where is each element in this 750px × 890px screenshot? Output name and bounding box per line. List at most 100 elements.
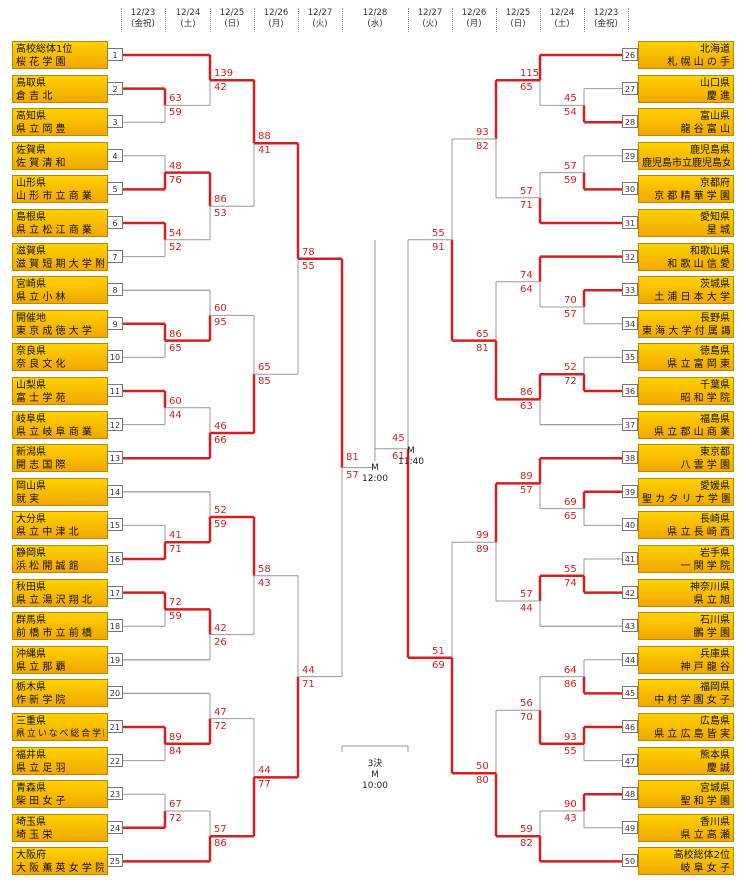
team-50: 高校総体2位岐 阜 女 子 bbox=[638, 847, 734, 876]
seed-number: 1 bbox=[107, 48, 123, 61]
seed-number: 3 bbox=[107, 115, 123, 129]
third-place-time: 10:00 bbox=[362, 781, 388, 791]
team-prefecture: 和歌山県 bbox=[690, 245, 730, 257]
team-school: 聖 カ タ リ ナ 学 園 bbox=[642, 493, 730, 505]
seed-number: 31 bbox=[622, 216, 638, 229]
team-prefecture: 石川県 bbox=[700, 615, 730, 627]
team-school: 県 立 小 林 bbox=[16, 292, 66, 304]
seed-number: 39 bbox=[622, 484, 638, 498]
r4-score: 51 bbox=[432, 645, 445, 657]
seed-number: 18 bbox=[107, 619, 123, 633]
team-prefecture: 長野県 bbox=[700, 312, 730, 324]
column-divider bbox=[165, 8, 166, 32]
team-school: 東 京 成 徳 大 学 bbox=[16, 325, 92, 337]
team-school: 埼 玉 栄 bbox=[16, 829, 53, 841]
r4-score: 91 bbox=[432, 241, 445, 253]
r1-score: 67 bbox=[169, 799, 182, 810]
team-prefecture: 青森県 bbox=[16, 783, 46, 795]
column-divider bbox=[408, 8, 409, 32]
team-prefecture: 埼玉県 bbox=[16, 816, 46, 828]
r3-score: 65 bbox=[476, 328, 489, 340]
team-school: 聖 和 学 園 bbox=[680, 796, 730, 808]
team-school: 県 立 郡 山 商 業 bbox=[654, 426, 730, 438]
r1-score: 44 bbox=[169, 409, 182, 421]
date-header-right-1: 12/27 (火) bbox=[410, 8, 450, 30]
team-prefecture: 千葉県 bbox=[700, 380, 730, 391]
team-49: 香川県県 立 高 瀬 bbox=[638, 813, 734, 842]
team-prefecture: 岩手県 bbox=[700, 548, 730, 559]
team-prefecture: 鹿児島県 bbox=[690, 144, 730, 156]
third-place-label: 3決 bbox=[367, 759, 383, 769]
column-divider bbox=[121, 8, 122, 32]
team-5: 山形県山 形 市 立 商 業 bbox=[12, 175, 108, 204]
seed-number: 44 bbox=[622, 652, 638, 666]
r1-score: 72 bbox=[169, 597, 182, 609]
team-prefecture: 北海道 bbox=[700, 44, 730, 55]
team-prefecture: 開催地 bbox=[16, 312, 46, 324]
team-school: 県 立 松 江 商 業 bbox=[16, 225, 92, 236]
team-school: 佐 賀 清 和 bbox=[16, 157, 66, 169]
seed-number: 50 bbox=[622, 854, 638, 868]
r3-score: 41 bbox=[258, 145, 271, 157]
r2-score: 72 bbox=[214, 720, 227, 732]
team-46: 広島県県 立 広 島 皆 実 bbox=[638, 713, 734, 741]
date-header-left-5: 12/27 (火) bbox=[300, 8, 340, 30]
date-header-left-1: 12/23 (金祝) bbox=[123, 8, 163, 30]
r2-score: 60 bbox=[214, 303, 227, 315]
team-school: 開 志 国 際 bbox=[16, 460, 66, 472]
seed-number: 22 bbox=[107, 753, 123, 767]
team-16: 静岡県浜 松 開 誠 館 bbox=[12, 545, 108, 573]
r1-score: 52 bbox=[564, 362, 577, 374]
team-prefecture: 福岡県 bbox=[700, 682, 730, 694]
team-25: 大阪府大 阪 薫 英 女 学 院 bbox=[12, 847, 108, 876]
team-48: 宮城県聖 和 学 園 bbox=[638, 780, 734, 809]
weekday-label: (日) bbox=[224, 19, 240, 29]
team-21: 三重県県 立 い な べ 総 合 学 園 bbox=[12, 713, 108, 741]
r1-score: 59 bbox=[169, 611, 182, 623]
team-1: 高校総体1位桜 花 学 園 bbox=[12, 41, 108, 69]
team-school: 大 阪 薫 英 女 学 院 bbox=[16, 863, 104, 875]
r3-score: 43 bbox=[258, 577, 271, 589]
r2-score: 56 bbox=[520, 698, 533, 710]
seed-number: 32 bbox=[622, 249, 638, 263]
team-prefecture: 高知県 bbox=[16, 111, 46, 123]
team-school: 星 城 bbox=[706, 225, 730, 236]
seed-number: 13 bbox=[107, 451, 123, 465]
weekday-label: (土) bbox=[554, 19, 570, 29]
team-school: 県 立 旭 bbox=[693, 594, 730, 606]
team-prefecture: 島根県 bbox=[16, 212, 46, 223]
final-left-marker: M 12:00 bbox=[355, 463, 395, 485]
weekday-label: (火) bbox=[312, 19, 328, 29]
team-school: 鵬 学 園 bbox=[693, 628, 730, 640]
r1-score: 45 bbox=[564, 93, 577, 105]
column-divider bbox=[298, 8, 299, 32]
team-school: 県 立 い な べ 総 合 学 園 bbox=[16, 729, 104, 739]
seed-number: 26 bbox=[622, 48, 638, 61]
weekday-label: (水) bbox=[367, 19, 383, 29]
seed-number: 38 bbox=[622, 451, 638, 465]
team-school: 東 海 大 学 付 属 諏 訪 bbox=[642, 325, 730, 337]
team-school: 神 戸 龍 谷 bbox=[680, 661, 730, 673]
sf-score: 81 bbox=[346, 451, 359, 463]
team-prefecture: 秋田県 bbox=[16, 581, 46, 593]
team-11: 山梨県富 士 学 苑 bbox=[12, 377, 108, 405]
r1-score: 59 bbox=[564, 174, 577, 186]
r4-score: 69 bbox=[432, 659, 445, 671]
r2-score: 42 bbox=[214, 622, 227, 634]
r3-score: 85 bbox=[258, 376, 271, 388]
r1-score: 55 bbox=[564, 745, 577, 757]
team-school: 一 関 学 院 bbox=[680, 561, 730, 572]
team-school: 岐 阜 女 子 bbox=[680, 863, 730, 875]
team-prefecture: 愛媛県 bbox=[700, 480, 730, 492]
final-right-label: M bbox=[407, 446, 415, 456]
team-prefecture: 愛知県 bbox=[700, 212, 730, 223]
team-13: 新潟県開 志 国 際 bbox=[12, 444, 108, 473]
r2-score: 70 bbox=[520, 712, 533, 724]
seed-number: 9 bbox=[107, 316, 123, 330]
team-school: 龍 谷 富 山 bbox=[680, 124, 730, 136]
r3-score: 65 bbox=[258, 362, 271, 374]
sf-score: 61 bbox=[392, 450, 405, 462]
r2-score: 57 bbox=[520, 485, 533, 497]
team-prefecture: 京都府 bbox=[700, 178, 730, 190]
